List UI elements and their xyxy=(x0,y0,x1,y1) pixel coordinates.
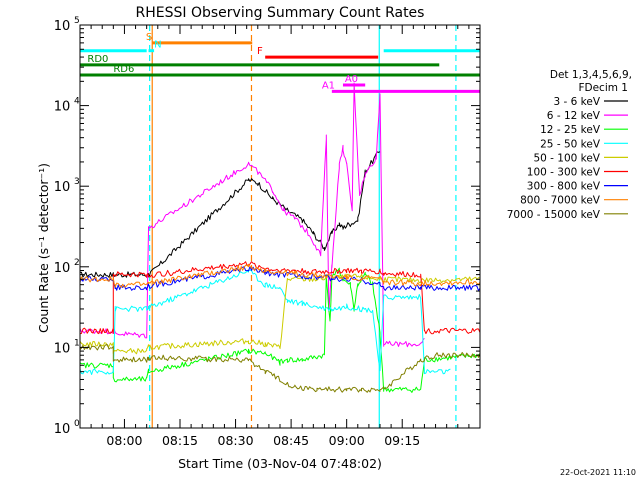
flag-label-1: S xyxy=(146,32,152,43)
footer-date: 22-Oct-2021 11:10 xyxy=(560,468,636,477)
flag-bars: SN F RD0 RD6 A0 A1 xyxy=(80,32,480,93)
x-tick-label: 08:30 xyxy=(218,433,254,448)
legend-label-3: 12 - 25 keV xyxy=(540,124,601,136)
flag-label-6: RD0 xyxy=(87,54,108,65)
series-line-4 xyxy=(79,269,451,375)
legend-label-1: 3 - 6 keV xyxy=(553,96,600,108)
series-line-8 xyxy=(79,263,481,288)
legend-label-2: 6 - 12 keV xyxy=(547,110,601,122)
x-tick-label: 08:45 xyxy=(273,433,309,448)
x-axis-label: Start Time (03-Nov-04 07:48:02) xyxy=(178,456,382,471)
series-line-3 xyxy=(79,267,481,393)
legend: Det 1,3,4,5,6,9,FDecim 1 3 - 6 keV 6 - 12 … xyxy=(507,69,632,221)
legend-label-6: 100 - 300 keV xyxy=(527,167,601,179)
chart-title: RHESSI Observing Summary Count Rates xyxy=(136,5,425,21)
y-tick-exponent: 4 xyxy=(74,97,80,107)
y-tick-label: 10 xyxy=(54,261,71,276)
y-tick-label: 10 xyxy=(54,100,71,115)
y-tick-label: 10 xyxy=(54,180,71,195)
y-tick-exponent: 0 xyxy=(74,419,80,429)
series-line-5 xyxy=(79,273,481,355)
legend-header-1: Det 1,3,4,5,6,9, xyxy=(550,69,632,81)
legend-label-4: 25 - 50 keV xyxy=(540,138,601,150)
y-tick-exponent: 5 xyxy=(74,16,80,26)
y-axis-label: Count Rate (s⁻¹ detector⁻¹) xyxy=(36,163,51,333)
flag-label-2: N xyxy=(154,40,161,51)
y-tick-exponent: 3 xyxy=(74,177,80,187)
flag-label-9: A1 xyxy=(322,80,335,91)
x-tick-label: 09:00 xyxy=(329,433,365,448)
legend-header-2: FDecim 1 xyxy=(578,82,628,94)
legend-label-5: 50 - 100 keV xyxy=(533,152,600,164)
legend-label-8: 800 - 7000 keV xyxy=(520,195,601,207)
y-tick-label: 10 xyxy=(54,341,71,356)
x-tick-label: 09:15 xyxy=(384,433,420,448)
flag-label-5: F xyxy=(257,46,263,57)
data-series xyxy=(79,82,481,393)
x-tick-label: 08:15 xyxy=(162,433,198,448)
y-tick-exponent: 2 xyxy=(74,258,80,268)
flag-label-8: A0 xyxy=(345,74,358,85)
flag-label-7: RD6 xyxy=(113,64,134,75)
series-line-9 xyxy=(79,344,481,393)
legend-label-7: 300 - 800 keV xyxy=(527,181,601,193)
series-line-1 xyxy=(79,151,381,278)
y-tick-exponent: 1 xyxy=(74,338,80,348)
x-tick-label: 08:00 xyxy=(106,433,142,448)
legend-label-9: 7000 - 15000 keV xyxy=(507,209,601,221)
series-line-2 xyxy=(79,82,425,348)
y-tick-label: 10 xyxy=(54,19,71,34)
y-tick-label: 10 xyxy=(54,422,71,437)
